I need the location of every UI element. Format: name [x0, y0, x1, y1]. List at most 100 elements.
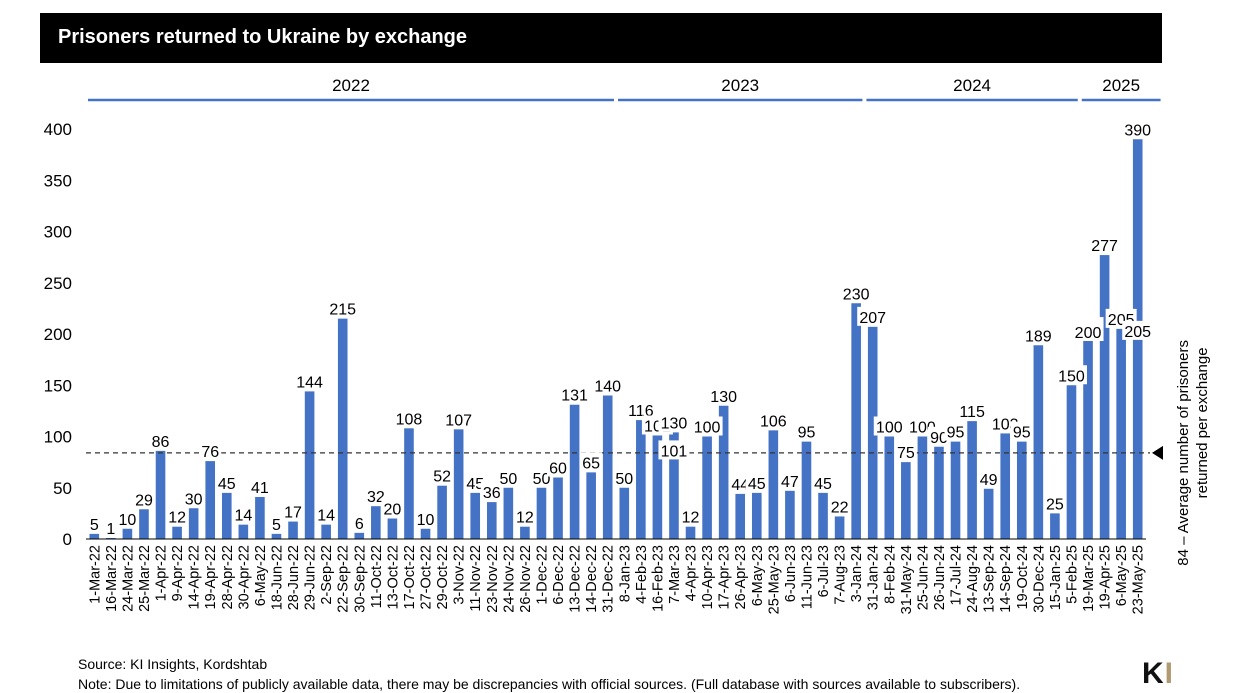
- data-label-bg: [232, 504, 255, 524]
- data-label: 107: [445, 412, 472, 429]
- data-label: 130: [710, 389, 737, 406]
- data-label: 44: [731, 477, 749, 494]
- data-label: 140: [594, 379, 621, 396]
- x-tick-label: 5-Feb-25: [1064, 545, 1080, 604]
- bar: [569, 404, 580, 539]
- x-tick-label: 31-Dec-22: [601, 545, 617, 613]
- x-tick-label: 3-Jan-24: [849, 545, 865, 602]
- data-label: 17: [284, 505, 302, 522]
- x-tick-label: 13-Dec-22: [568, 545, 584, 613]
- bar: [1000, 433, 1011, 539]
- data-label-bg: [691, 416, 723, 436]
- bar: [967, 421, 977, 539]
- data-label: 100: [876, 420, 903, 437]
- x-tick-label: 1-Dec-22: [534, 545, 550, 605]
- data-label-bg: [199, 441, 222, 461]
- bar: [420, 528, 431, 539]
- data-label-bg: [956, 401, 988, 421]
- x-tick-label: 23-Nov-22: [485, 545, 501, 613]
- bar: [768, 430, 779, 539]
- data-label: 215: [329, 302, 356, 319]
- data-label: 390: [1124, 122, 1151, 139]
- data-label: 50: [533, 471, 551, 488]
- bar: [652, 435, 663, 539]
- data-label: 50: [499, 471, 517, 488]
- data-label: 30: [185, 491, 203, 508]
- data-label-bg: [315, 504, 338, 524]
- bar: [387, 518, 398, 539]
- bar: [503, 487, 514, 539]
- x-tick-label: 2-Sep-22: [319, 545, 335, 605]
- bar: [354, 532, 365, 539]
- bar: [553, 477, 563, 539]
- x-tick-label: 8-Jan-23: [617, 545, 633, 602]
- x-tick-label: 30-Dec-24: [1031, 545, 1047, 613]
- source-text: Source: KI Insights, Kordshtab: [78, 656, 268, 672]
- bar: [1033, 345, 1044, 539]
- x-tick-label: 24-Nov-22: [501, 545, 517, 613]
- bar: [785, 490, 795, 539]
- bar: [718, 405, 729, 539]
- x-tick-label: 19-Mar-25: [1081, 545, 1097, 612]
- data-label-bg: [1089, 235, 1121, 255]
- bar: [1050, 513, 1060, 539]
- x-tick-label: 16-Mar-22: [104, 545, 120, 612]
- x-tick-label: 11-Oct-22: [369, 545, 385, 608]
- bar: [834, 516, 845, 539]
- data-label-bg: [1010, 421, 1033, 441]
- x-tick-label: 7-Aug-23: [833, 545, 849, 605]
- data-label: 45: [814, 476, 832, 493]
- x-tick-label: 6-May-23: [750, 545, 766, 606]
- bar: [818, 492, 828, 539]
- x-tick-label: 26-Jun-24: [932, 545, 948, 610]
- data-label: 12: [168, 510, 186, 527]
- x-tick-label: 25-May-23: [766, 545, 782, 614]
- data-label-bg: [364, 486, 387, 506]
- x-tick-label: 19-Apr-22: [203, 545, 219, 609]
- data-label-bg: [282, 501, 305, 521]
- data-label-bg: [679, 506, 702, 526]
- x-tick-label: 28-Jun-22: [286, 545, 302, 610]
- data-label: 1: [106, 521, 115, 538]
- data-label-bg: [1043, 493, 1066, 513]
- data-label: 52: [433, 469, 451, 486]
- x-tick-label: 25-Mar-22: [137, 545, 153, 612]
- data-label: 90: [930, 430, 948, 447]
- bar: [1066, 385, 1077, 539]
- x-tick-label: 17-Apr-23: [717, 545, 733, 609]
- data-label: 100: [694, 420, 721, 437]
- data-label: 20: [384, 502, 402, 519]
- bar: [619, 487, 630, 539]
- x-tick-label: 17-Oct-22: [402, 545, 418, 609]
- data-label-bg: [132, 489, 155, 509]
- data-label: 95: [798, 425, 816, 442]
- x-tick-label: 1-Apr-22: [154, 545, 170, 601]
- data-label: 76: [201, 444, 219, 461]
- data-label: 101: [661, 443, 688, 460]
- data-label: 205: [1124, 324, 1151, 341]
- bar: [917, 436, 928, 539]
- bar: [602, 395, 613, 539]
- data-label-bg: [513, 506, 536, 526]
- bar: [1116, 328, 1126, 539]
- year-label: 2024: [953, 76, 991, 95]
- data-label: 47: [781, 474, 799, 491]
- x-tick-label: 6-Jun-23: [783, 545, 799, 602]
- x-tick-label: 26-Apr-23: [733, 545, 749, 609]
- x-tick-label: 16-Feb-23: [650, 545, 666, 612]
- data-label: 22: [831, 499, 849, 516]
- bar: [106, 537, 116, 539]
- data-label-bg: [480, 482, 503, 502]
- bar: [669, 432, 679, 539]
- data-label: 10: [119, 512, 137, 529]
- bar: [238, 524, 249, 539]
- bar: [453, 429, 464, 539]
- bar: [486, 502, 497, 539]
- x-tick-label: 17-Jul-24: [949, 545, 965, 605]
- data-label: 189: [1025, 328, 1052, 345]
- y-tick-label: 400: [44, 120, 72, 139]
- bar: [1083, 337, 1093, 539]
- data-label-bg: [149, 430, 172, 450]
- data-label-bg: [795, 421, 818, 441]
